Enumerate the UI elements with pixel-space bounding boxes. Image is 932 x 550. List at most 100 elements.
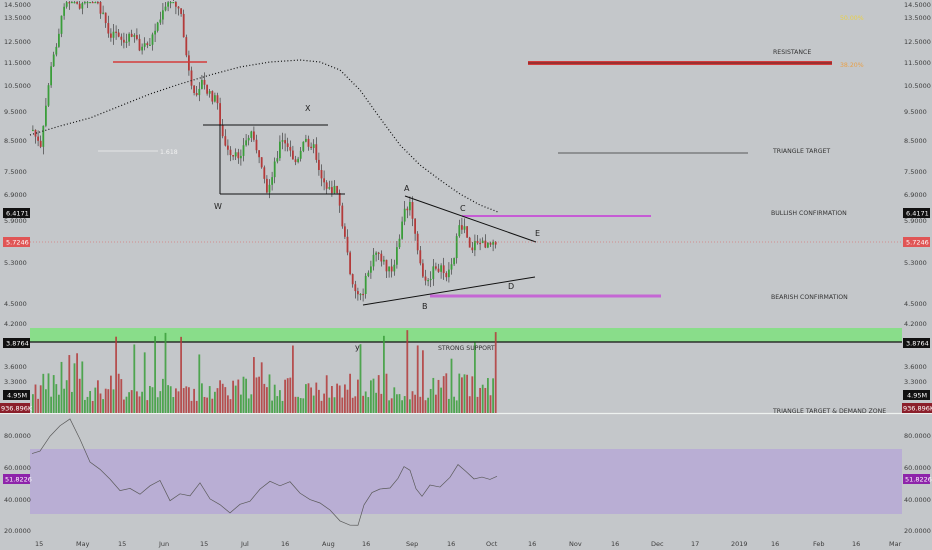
candle-body [94,2,97,4]
volume-bar [320,400,323,413]
volume-bar [307,383,310,413]
volume-bar [416,345,419,413]
badge-rsi-right-text: 51.8226 [905,476,932,484]
candle-body [286,143,289,147]
volume-bar [60,361,63,413]
volume-bar [71,391,73,413]
wave-b-label: B [422,302,428,311]
badge-last-left-text: 5.7246 [6,239,29,247]
volume-bar [65,380,68,413]
candle-body [289,146,292,151]
candle-body [455,236,458,259]
candle-body [390,266,393,272]
time-tick-label: 16 [611,540,619,548]
candle-body [466,226,468,238]
candle-body [346,236,349,253]
candle-body [305,138,307,142]
volume-bar [255,377,258,413]
badge-voltotal-left-text: 936.896K [1,405,33,413]
rsi-left-tick-label: 40.0000 [4,496,31,504]
volume-bar [297,396,299,413]
volume-bar [380,393,383,413]
volume-bar [390,398,393,413]
volume-bar [123,399,125,413]
candle-body [180,8,182,14]
volume-bar [372,378,375,413]
candle-body [325,182,328,189]
candle-body [151,34,154,45]
volume-bar [245,378,247,413]
candle-body [167,2,169,7]
volume-bar [315,382,318,413]
candle-body [442,265,445,274]
volume-bar [266,387,268,413]
candle-body [276,158,279,162]
candle-body [234,152,237,157]
volume-bar [289,377,292,413]
demand-zone-label: TRIANGLE TARGET & DEMAND ZONE [772,408,886,415]
candle-body [32,129,34,132]
badge-support-left-text: 3.8764 [6,340,29,348]
volume-bar [276,396,279,413]
candle-body [323,178,325,183]
volume-bar [445,373,448,413]
volume-bar [138,396,141,413]
badge-rsi-left-text: 51.8226 [5,476,32,484]
volume-bar [240,394,242,413]
volume-bar [362,395,364,413]
candle-body [203,79,206,85]
candle-body [450,264,453,270]
candle-body [448,269,450,278]
volume-bar [302,398,305,413]
volume-bar [104,388,107,413]
candle-body [341,205,344,227]
volume-bar [466,374,468,413]
candle-body [489,242,492,245]
candle-body [284,140,286,144]
volume-bar [128,392,130,413]
volume-bar [151,387,154,413]
candle-body [149,44,151,46]
candle-body [102,12,104,14]
volume-bar [359,344,362,413]
candle-body [409,202,411,211]
volume-bar [250,394,253,413]
wave-c-label: C [460,204,466,213]
volume-bar [34,384,37,413]
candle-body [198,88,201,96]
volume-bar [294,396,297,413]
candle-body [385,259,388,272]
volume-bar [481,384,484,413]
volume-bar [364,391,367,413]
volume-bar [32,394,34,413]
right-tick-label: 11.5000 [904,59,931,67]
wave-w-label: W [214,202,222,211]
volume-bar [429,388,432,413]
volume-bar [437,379,440,413]
volume-bar [42,373,45,413]
candle-body [411,202,414,219]
ma-path [29,59,499,213]
candle-body [294,159,297,163]
candle-body [242,145,245,156]
candle-body [52,54,55,67]
volume-bar [422,350,424,413]
left-tick-label: 4.5000 [4,300,27,308]
bearish-confirmation-label: BEARISH CONFIRMATION [771,294,848,301]
candle-body [73,2,76,4]
candle-body [328,187,331,189]
left-tick-label: 4.2000 [4,320,27,328]
time-tick-label: 17 [691,540,699,548]
candle-body [81,3,84,9]
left-tick-label: 10.5000 [4,82,31,90]
badge-bullish-right [903,208,930,218]
volume-bar [401,400,403,413]
volume-bar [221,383,224,413]
moving-average [29,59,499,213]
time-tick-label: 16 [281,540,289,548]
right-tick-label: 4.2000 [904,320,927,328]
volume-bar [208,386,211,413]
badge-last-left [3,237,30,247]
candle-body [481,240,484,244]
volume-bar [247,398,250,413]
